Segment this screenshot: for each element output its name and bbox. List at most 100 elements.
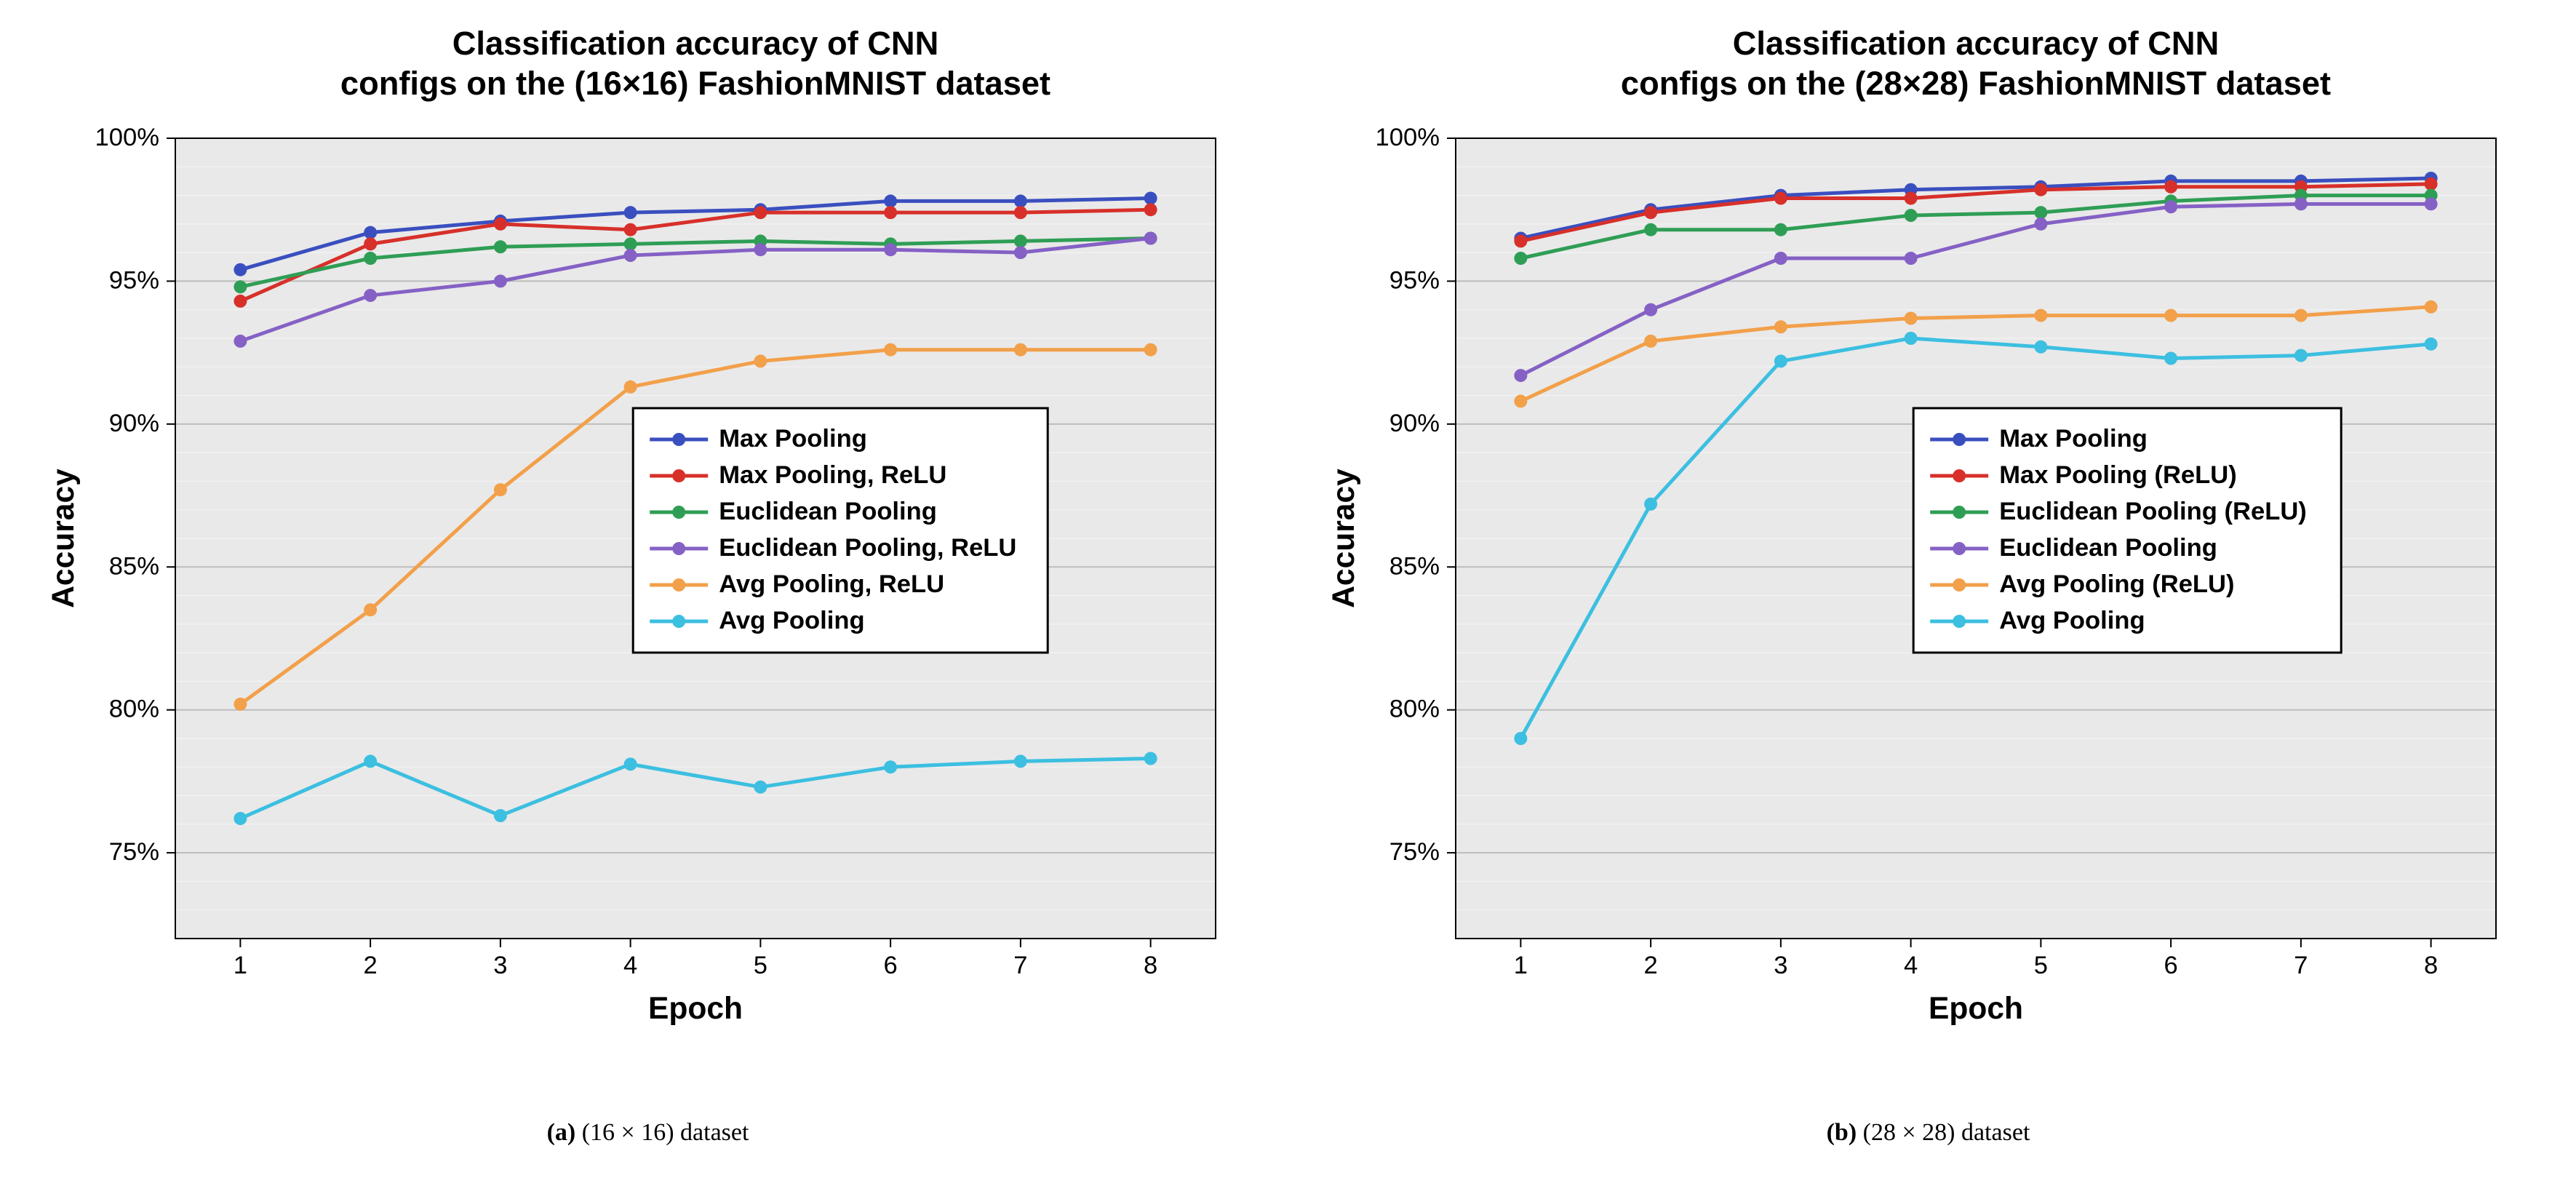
chart-b: 75%80%85%90%95%100%12345678EpochAccuracy…: [1310, 15, 2547, 1106]
x-tick-label: 3: [1774, 952, 1787, 979]
y-tick-label: 80%: [108, 696, 159, 723]
series-marker: [623, 223, 637, 236]
series-marker: [754, 206, 767, 219]
series-marker: [234, 295, 247, 308]
series-marker: [1144, 752, 1157, 765]
series-marker: [2164, 200, 2177, 213]
series-marker: [884, 760, 897, 773]
series-marker: [1144, 232, 1157, 245]
series-marker: [234, 335, 247, 348]
series-marker: [884, 194, 897, 207]
y-tick-label: 95%: [108, 266, 159, 294]
legend-swatch-marker: [672, 615, 685, 628]
series-marker: [1013, 343, 1026, 356]
legend-swatch-marker: [1953, 542, 1966, 555]
series-marker: [234, 263, 247, 276]
series-marker: [2034, 183, 2047, 196]
chart-title-line: configs on the (28×28) FashionMNIST data…: [1620, 65, 2330, 102]
legend-label: Euclidean Pooling: [719, 498, 937, 525]
series-marker: [1144, 203, 1157, 216]
x-tick-label: 5: [753, 952, 767, 979]
series-marker: [2424, 338, 2437, 351]
series-marker: [2164, 180, 2177, 194]
x-tick-label: 1: [233, 952, 247, 979]
x-tick-label: 3: [493, 952, 507, 979]
series-marker: [1774, 252, 1787, 265]
series-marker: [2294, 349, 2307, 362]
series-marker: [1774, 354, 1787, 367]
subfigure-caption: (b) (28 × 28) dataset: [1827, 1119, 2030, 1147]
series-marker: [623, 206, 637, 219]
series-marker: [1774, 192, 1787, 205]
series-marker: [1514, 252, 1527, 265]
series-marker: [1144, 192, 1157, 205]
x-tick-label: 4: [623, 952, 637, 979]
series-marker: [1774, 320, 1787, 333]
subfigure-caption-tag: (a): [547, 1119, 576, 1146]
y-tick-label: 95%: [1389, 266, 1439, 294]
series-marker: [2424, 178, 2437, 191]
series-marker: [2164, 352, 2177, 365]
series-marker: [493, 809, 506, 822]
series-marker: [234, 280, 247, 293]
subfigure-caption-text: (16 × 16) dataset: [582, 1119, 749, 1146]
legend-label: Euclidean Pooling, ReLU: [719, 534, 1016, 562]
series-marker: [1013, 754, 1026, 768]
series-marker: [493, 483, 506, 496]
series-marker: [493, 240, 506, 253]
series-marker: [623, 381, 637, 394]
series-marker: [2424, 300, 2437, 314]
x-tick-label: 7: [2294, 952, 2308, 979]
series-marker: [884, 243, 897, 256]
y-axis-label: Accuracy: [1326, 469, 1361, 608]
series-marker: [1644, 335, 1657, 348]
subfigure-caption: (a) (16 × 16) dataset: [547, 1119, 749, 1147]
y-tick-label: 90%: [1389, 410, 1439, 437]
chart-panel: 75%80%85%90%95%100%12345678EpochAccuracy…: [30, 15, 1267, 1147]
series-marker: [754, 243, 767, 256]
figure-container: 75%80%85%90%95%100%12345678EpochAccuracy…: [0, 0, 2576, 1154]
series-marker: [364, 289, 377, 302]
series-marker: [364, 226, 377, 239]
legend-swatch-marker: [672, 506, 685, 519]
series-marker: [1644, 303, 1657, 316]
legend-swatch-marker: [672, 433, 685, 446]
series-marker: [2424, 197, 2437, 210]
chart-a: 75%80%85%90%95%100%12345678EpochAccuracy…: [30, 15, 1267, 1106]
series-marker: [754, 781, 767, 794]
subfigure-caption-text: (28 × 28) dataset: [1863, 1119, 2030, 1146]
x-tick-label: 8: [2424, 952, 2438, 979]
series-marker: [1904, 209, 1917, 222]
x-tick-label: 4: [1904, 952, 1918, 979]
y-axis-label: Accuracy: [46, 469, 81, 608]
series-marker: [2294, 309, 2307, 322]
series-marker: [2034, 206, 2047, 219]
series-marker: [1904, 252, 1917, 265]
legend-swatch-marker: [1953, 578, 1966, 591]
x-tick-label: 8: [1144, 952, 1157, 979]
series-marker: [884, 343, 897, 356]
series-marker: [1904, 192, 1917, 205]
series-marker: [234, 812, 247, 825]
legend-label: Max Pooling, ReLU: [719, 461, 946, 489]
series-marker: [493, 274, 506, 287]
x-axis-label: Epoch: [1928, 991, 2022, 1026]
series-marker: [1013, 234, 1026, 247]
y-tick-label: 100%: [1375, 124, 1439, 151]
legend-swatch-marker: [672, 542, 685, 555]
series-marker: [364, 603, 377, 616]
series-marker: [1904, 312, 1917, 325]
legend-swatch-marker: [1953, 469, 1966, 482]
legend-label: Max Pooling: [1999, 425, 2148, 453]
series-marker: [1514, 394, 1527, 407]
chart-title-line: Classification accuracy of CNN: [452, 25, 938, 62]
series-marker: [364, 237, 377, 250]
series-marker: [2164, 309, 2177, 322]
x-axis-label: Epoch: [647, 991, 742, 1026]
y-tick-label: 75%: [108, 838, 159, 866]
y-tick-label: 85%: [1389, 552, 1439, 580]
series-marker: [623, 757, 637, 770]
x-tick-label: 6: [883, 952, 897, 979]
series-marker: [1514, 234, 1527, 247]
legend-label: Euclidean Pooling: [1999, 534, 2217, 562]
